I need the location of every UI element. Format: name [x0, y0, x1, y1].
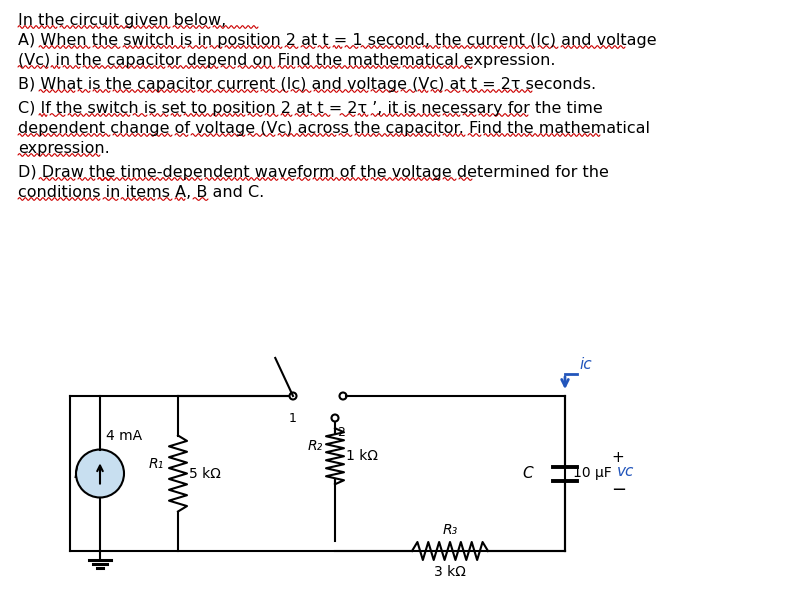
Text: C) If the switch is set to position 2 at t = 2τ ’, it is necessary for the time: C) If the switch is set to position 2 at…	[18, 101, 603, 116]
Text: B) What is the capacitor current (Ic) and voltage (Vc) at t = 2τ seconds.: B) What is the capacitor current (Ic) an…	[18, 77, 596, 92]
Text: −: −	[611, 480, 626, 499]
Text: R₂: R₂	[308, 439, 323, 453]
Text: 2: 2	[337, 426, 345, 439]
Text: R₁: R₁	[149, 456, 164, 470]
Text: vᴄ: vᴄ	[617, 464, 634, 479]
Circle shape	[76, 450, 124, 497]
Text: D) Draw the time-dependent waveform of the voltage determined for the: D) Draw the time-dependent waveform of t…	[18, 165, 609, 180]
Text: 10 μF: 10 μF	[573, 467, 612, 480]
Text: A) When the switch is in position 2 at t = 1 second, the current (Ic) and voltag: A) When the switch is in position 2 at t…	[18, 33, 657, 48]
Text: (Vc) in the capacitor depend on Find the mathematical expression.: (Vc) in the capacitor depend on Find the…	[18, 53, 556, 68]
Text: In the circuit given below,: In the circuit given below,	[18, 13, 226, 28]
Text: dependent change of voltage (Vc) across the capacitor. Find the mathematical: dependent change of voltage (Vc) across …	[18, 121, 650, 136]
Text: 1 kΩ: 1 kΩ	[346, 449, 378, 463]
Text: 5 kΩ: 5 kΩ	[189, 467, 220, 480]
Text: R₃: R₃	[443, 523, 458, 537]
Text: expression.: expression.	[18, 141, 110, 156]
Text: 3 kΩ: 3 kΩ	[434, 565, 466, 579]
Text: C: C	[522, 466, 533, 481]
Text: +: +	[611, 450, 624, 465]
Text: I: I	[74, 466, 79, 481]
Text: iᴄ: iᴄ	[579, 357, 591, 372]
Text: 4 mA: 4 mA	[106, 430, 142, 444]
Text: conditions in items A, B and C.: conditions in items A, B and C.	[18, 185, 264, 200]
Text: 1: 1	[289, 412, 297, 425]
